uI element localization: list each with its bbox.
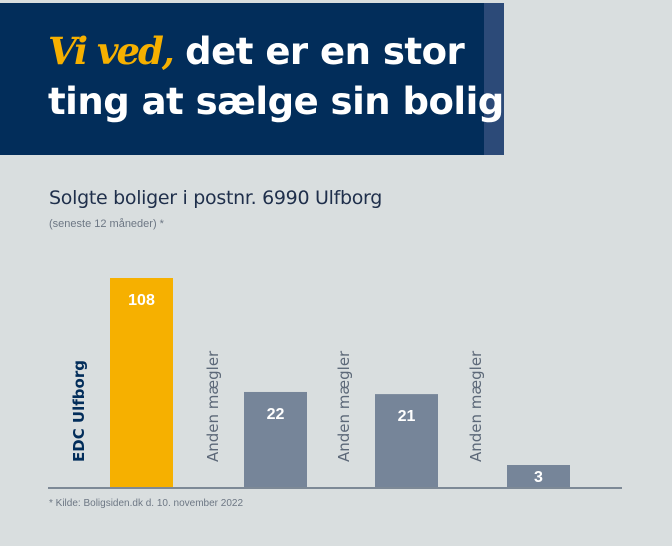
headline-line1: det er en stor bbox=[172, 30, 465, 73]
bar-value-label: 3 bbox=[534, 469, 543, 486]
category-label: Anden mægler bbox=[335, 350, 353, 462]
headline-line2: ting at sælge sin bolig bbox=[48, 80, 504, 123]
headline-accent: Vi ved, bbox=[48, 29, 175, 73]
headline-banner bbox=[0, 3, 484, 155]
chart-subtitle: (seneste 12 måneder) * bbox=[49, 218, 164, 230]
banner-accent-strip bbox=[484, 3, 504, 155]
chart-title: Solgte boliger i postnr. 6990 Ulfborg bbox=[49, 187, 382, 209]
bar-value-label: 22 bbox=[267, 406, 285, 423]
bar bbox=[110, 278, 173, 487]
headline: Vi ved, det er en stor ting at sælge sin… bbox=[48, 26, 504, 127]
category-label: Anden mægler bbox=[467, 350, 485, 462]
bar bbox=[375, 394, 438, 487]
category-label: EDC Ulfborg bbox=[70, 360, 88, 462]
bar bbox=[507, 465, 570, 487]
bar bbox=[244, 391, 307, 487]
bar-value-label: 108 bbox=[128, 292, 155, 309]
category-label: Anden mægler bbox=[204, 350, 222, 462]
bar-value-label: 21 bbox=[398, 408, 416, 425]
chart-footnote: * Kilde: Boligsiden.dk d. 10. november 2… bbox=[49, 498, 244, 509]
